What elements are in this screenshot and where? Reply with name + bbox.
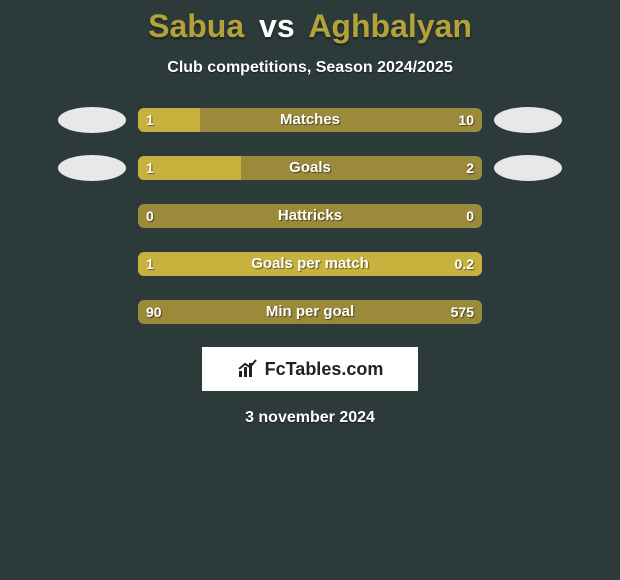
stat-row: 110Matches <box>0 107 620 133</box>
player1-marker <box>58 251 126 277</box>
stat-row: 12Goals <box>0 155 620 181</box>
stat-bar: 00Hattricks <box>138 204 482 228</box>
stat-row: 00Hattricks <box>0 203 620 229</box>
stat-row: 90575Min per goal <box>0 299 620 325</box>
player2-marker <box>494 107 562 133</box>
stat-label: Hattricks <box>138 204 482 228</box>
brand-badge: FcTables.com <box>202 347 418 391</box>
stat-bar: 10.2Goals per match <box>138 252 482 276</box>
stat-label: Goals <box>138 156 482 180</box>
stat-label: Min per goal <box>138 300 482 324</box>
player1-marker <box>58 203 126 229</box>
player2-marker <box>494 299 562 325</box>
page-title: Sabua vs Aghbalyan <box>0 0 620 45</box>
vs-label: vs <box>259 8 295 44</box>
stats-rows: 110Matches 12Goals 00Hattricks 10.2Goals pe… <box>0 107 620 325</box>
stat-bar: 110Matches <box>138 108 482 132</box>
player2-marker <box>494 203 562 229</box>
player1-name: Sabua <box>148 8 244 44</box>
player1-marker <box>58 299 126 325</box>
brand-text: FcTables.com <box>265 359 384 380</box>
brand-chart-icon <box>237 359 259 379</box>
player1-marker <box>58 155 126 181</box>
player2-name: Aghbalyan <box>308 8 472 44</box>
player1-marker <box>58 107 126 133</box>
comparison-card: Sabua vs Aghbalyan Club competitions, Se… <box>0 0 620 580</box>
stat-bar: 90575Min per goal <box>138 300 482 324</box>
player2-marker <box>494 251 562 277</box>
stat-label: Goals per match <box>138 252 482 276</box>
stat-bar: 12Goals <box>138 156 482 180</box>
player2-marker <box>494 155 562 181</box>
date-text: 3 november 2024 <box>0 409 620 427</box>
stat-row: 10.2Goals per match <box>0 251 620 277</box>
subtitle: Club competitions, Season 2024/2025 <box>0 59 620 77</box>
stat-label: Matches <box>138 108 482 132</box>
